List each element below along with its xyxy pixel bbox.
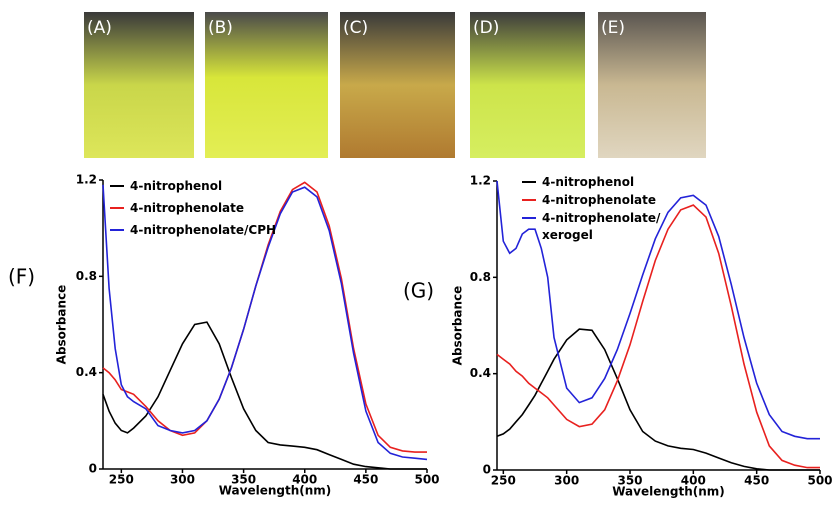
legend-label: 4-nitrophenol [542, 175, 634, 189]
legend-label: 4-nitrophenolate [542, 193, 656, 207]
photo-label: (B) [208, 18, 233, 38]
x-tick-label: 250 [109, 473, 134, 487]
y-tick-label: 0.8 [470, 270, 491, 284]
photo-label: (A) [87, 18, 112, 38]
legend-label: 4-nitrophenolate/xerogel [542, 211, 661, 242]
x-tick-label: 400 [292, 473, 317, 487]
photos: (A) (B) (C) (D) (E) [84, 12, 706, 158]
y-axis-title: Absorbance [55, 285, 69, 365]
x-tick-label: 450 [744, 474, 769, 488]
y-tick-label: 0 [483, 463, 491, 477]
x-tick-label: 350 [617, 474, 642, 488]
x-tick-label: 350 [231, 473, 256, 487]
x-tick-label: 500 [807, 474, 832, 488]
y-tick-label: 0 [89, 462, 97, 476]
photo-label: (E) [601, 18, 625, 38]
panel-label: (F) [8, 265, 35, 289]
y-tick-label: 1.2 [76, 173, 97, 187]
x-tick-label: 500 [414, 473, 439, 487]
series-line [103, 322, 427, 469]
photo-label: (C) [343, 18, 368, 38]
panel-label: (G) [403, 279, 434, 303]
x-tick-label: 300 [170, 473, 195, 487]
y-tick-label: 0.4 [470, 366, 491, 380]
x-tick-label: 250 [491, 474, 516, 488]
series-line [497, 205, 820, 468]
photo-label: (D) [473, 18, 499, 38]
y-tick-label: 1.2 [470, 174, 491, 188]
x-tick-label: 400 [681, 474, 706, 488]
legend-label: 4-nitrophenolate/CPH [130, 223, 276, 237]
figure: (A) (B) (C) (D) (E) (F)AbsorbanceWavelen… [0, 0, 836, 529]
x-tick-label: 450 [353, 473, 378, 487]
x-tick-label: 300 [554, 474, 579, 488]
legend-label: 4-nitrophenolate [130, 201, 244, 215]
y-tick-label: 0.4 [76, 365, 97, 379]
y-tick-label: 0.8 [76, 269, 97, 283]
legend-label: 4-nitrophenol [130, 179, 222, 193]
y-axis-title: Absorbance [451, 286, 465, 366]
